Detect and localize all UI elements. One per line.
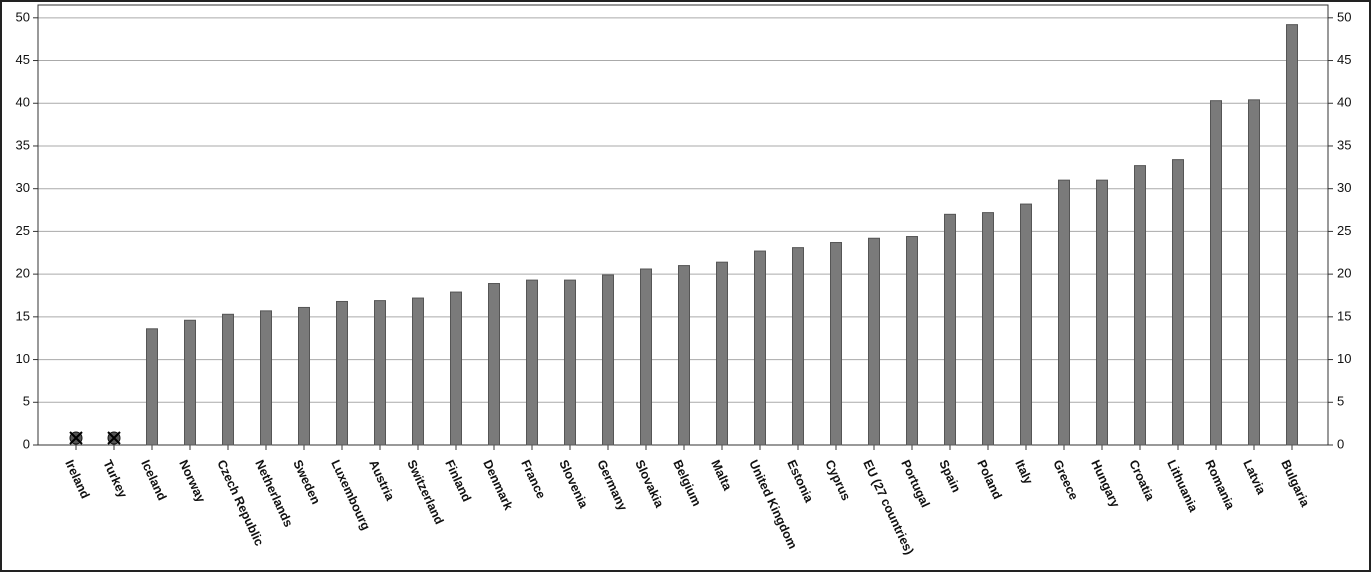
x-tick-label: Sweden [290, 458, 323, 507]
x-tick-label: France [518, 458, 548, 501]
x-tick-label: Cyprus [822, 458, 853, 503]
x-tick-label: Denmark [480, 458, 515, 512]
bar [1172, 159, 1184, 446]
x-tick-label: Turkey [100, 458, 130, 500]
x-tick-label: Estonia [784, 458, 816, 506]
x-tick-label: Ireland [62, 458, 92, 501]
y-tick-label: 45 [16, 52, 30, 67]
bar [298, 306, 310, 446]
x-tick-label: Portugal [898, 458, 932, 510]
x-tick-label: Spain [936, 458, 963, 495]
y2-tick-label: 35 [1337, 137, 1351, 152]
y-tick-label: 5 [23, 394, 30, 409]
x-tick-label: Bulgaria [1278, 458, 1312, 510]
x-tick-label: Germany [594, 458, 630, 513]
y2-tick-label: 15 [1337, 308, 1351, 323]
bar [526, 279, 538, 446]
x-tick-label: Slovakia [632, 458, 667, 511]
bar [564, 279, 576, 446]
bar [1096, 179, 1108, 446]
x-tick-label: Greece [1050, 458, 1081, 502]
x-tick-label: Malta [708, 458, 735, 494]
bar [906, 236, 918, 446]
bar [374, 300, 386, 446]
bar [1248, 99, 1260, 446]
x-tick-label: Norway [176, 458, 208, 505]
y2-tick-label: 40 [1337, 95, 1351, 110]
y-tick-label: 20 [16, 266, 30, 281]
bar [678, 265, 690, 446]
bar [260, 310, 272, 446]
bar [1210, 100, 1222, 446]
missing-cross [107, 431, 121, 445]
x-tick-label: Italy [1012, 458, 1035, 487]
x-tick-label: Luxembourg [328, 458, 373, 533]
y-tick-label: 15 [16, 308, 30, 323]
bar [488, 283, 500, 446]
x-tick-label: Austria [366, 458, 397, 504]
y-tick-label: 50 [16, 9, 30, 24]
bar [1058, 179, 1070, 446]
bar [184, 319, 196, 446]
bar [640, 268, 652, 446]
bar [716, 261, 728, 446]
bar [602, 274, 614, 446]
y-tick-label: 0 [23, 436, 30, 451]
bar [792, 247, 804, 446]
bar [830, 242, 842, 446]
x-tick-label: Iceland [138, 458, 169, 503]
y-tick-label: 40 [16, 95, 30, 110]
bar [1020, 203, 1032, 446]
x-tick-label: Romania [1202, 458, 1237, 513]
y-tick-label: 25 [16, 223, 30, 238]
bar [222, 313, 234, 446]
y2-tick-label: 30 [1337, 180, 1351, 195]
x-tick-label: Netherlands [252, 458, 295, 529]
y2-tick-label: 5 [1337, 394, 1344, 409]
x-tick-label: Slovenia [556, 458, 591, 511]
bar [982, 212, 994, 446]
missing-cross [69, 431, 83, 445]
x-tick-label: Latvia [1240, 458, 1268, 498]
x-tick-label: Belgium [670, 458, 704, 509]
bar [754, 250, 766, 446]
x-tick-label: Hungary [1088, 458, 1122, 510]
x-tick-label: Switzerland [404, 458, 446, 527]
x-tick-label: Lithuania [1164, 458, 1201, 515]
bar [146, 328, 158, 446]
y-tick-label: 30 [16, 180, 30, 195]
bar [1286, 24, 1298, 446]
bar [450, 291, 462, 446]
bar [868, 237, 880, 446]
bar [336, 300, 348, 446]
x-tick-label: Croatia [1126, 458, 1157, 504]
y2-tick-label: 0 [1337, 436, 1344, 451]
bar [412, 297, 424, 446]
x-tick-label: Finland [442, 458, 473, 504]
y2-tick-label: 25 [1337, 223, 1351, 238]
y2-tick-label: 50 [1337, 9, 1351, 24]
y-tick-label: 10 [16, 351, 30, 366]
y2-tick-label: 20 [1337, 266, 1351, 281]
y2-tick-label: 45 [1337, 52, 1351, 67]
y2-tick-label: 10 [1337, 351, 1351, 366]
x-tick-label: Poland [974, 458, 1004, 502]
bar [1134, 165, 1146, 446]
y-tick-label: 35 [16, 137, 30, 152]
bar [944, 213, 956, 446]
